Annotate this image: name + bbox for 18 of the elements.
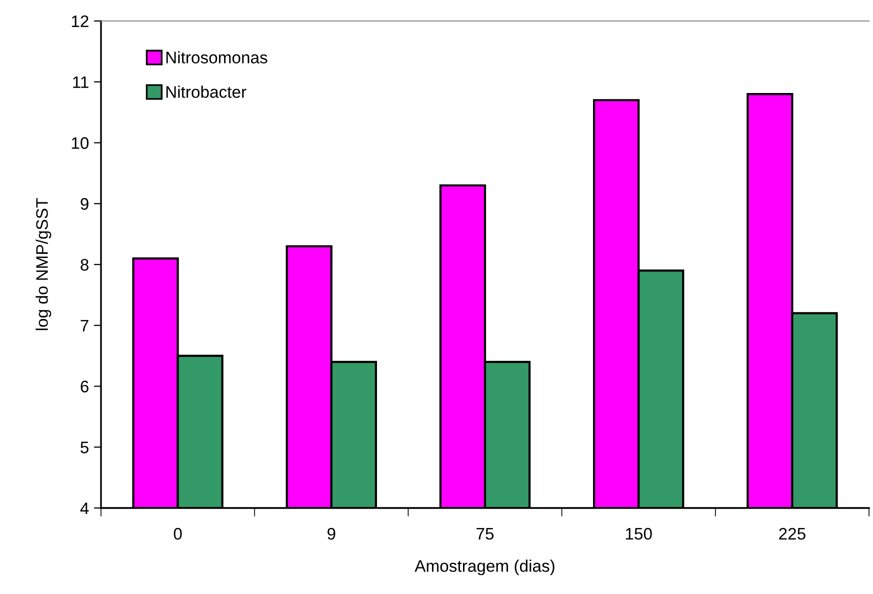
x-tick-label: 75 bbox=[476, 528, 494, 540]
y-tick-label: 6 bbox=[80, 380, 88, 392]
y-tick-label: 10 bbox=[72, 137, 89, 149]
y-tick-label: 5 bbox=[80, 442, 88, 454]
y-tick-label: 9 bbox=[80, 198, 88, 210]
y-axis-title: log do NMP/gSST bbox=[36, 198, 52, 330]
y-tick-label: 7 bbox=[80, 320, 88, 332]
y-tick-label: 8 bbox=[80, 258, 88, 271]
legend-label: Nitrobacter bbox=[166, 86, 246, 98]
x-tick-label: 225 bbox=[779, 528, 806, 540]
x-tick-label: 0 bbox=[174, 528, 182, 540]
y-tick-label: 4 bbox=[80, 502, 89, 514]
x-tick-label: 150 bbox=[626, 528, 652, 540]
y-tick-label: 12 bbox=[72, 15, 88, 28]
y-tick-label: 11 bbox=[73, 76, 88, 88]
legend-label: Nitrosomonas bbox=[166, 51, 268, 64]
x-tick-label: 9 bbox=[328, 528, 336, 540]
x-axis-title: Amostragem (dias) bbox=[414, 560, 554, 576]
